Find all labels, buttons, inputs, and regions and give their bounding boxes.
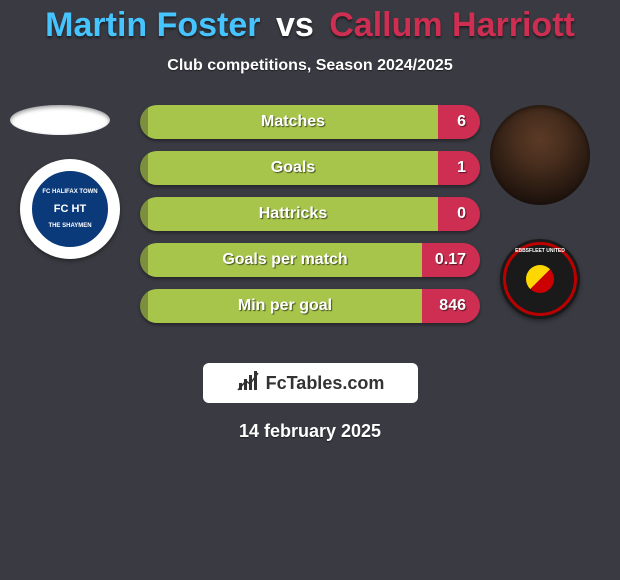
player1-name: Martin Foster xyxy=(45,6,260,44)
stat-bar: Goals1 xyxy=(140,151,480,185)
stat-bar: Matches6 xyxy=(140,105,480,139)
stat-right-value: 0.17 xyxy=(422,243,480,277)
stat-label: Matches xyxy=(148,105,438,139)
player2-avatar xyxy=(490,105,590,205)
subtitle: Club competitions, Season 2024/2025 xyxy=(0,57,620,75)
snapshot-date: 14 february 2025 xyxy=(0,421,620,442)
stat-bar: Hattricks0 xyxy=(140,197,480,231)
stat-bars: Matches6Goals1Hattricks0Goals per match0… xyxy=(140,105,480,335)
ebbsfleet-badge-text: EBBSFLEET UNITED xyxy=(506,248,574,254)
stat-right-value: 0 xyxy=(438,197,480,231)
player1-avatar xyxy=(10,105,110,135)
halifax-badge-inner: FC HALIFAX TOWN FC HT THE SHAYMEN xyxy=(28,167,112,251)
stat-left-value xyxy=(140,243,148,277)
ebbsfleet-badge-ball xyxy=(526,265,554,293)
stat-left-value xyxy=(140,289,148,323)
vs-text: vs xyxy=(276,6,314,44)
brand-bar: FcTables.com xyxy=(203,363,418,403)
player2-club-badge: EBBSFLEET UNITED xyxy=(500,239,580,319)
ebbsfleet-badge-ring: EBBSFLEET UNITED xyxy=(503,242,577,316)
stat-right-value: 6 xyxy=(438,105,480,139)
comparison-panel: FC HALIFAX TOWN FC HT THE SHAYMEN EBBSFL… xyxy=(0,105,620,345)
page-title: Martin Foster vs Callum Harriott xyxy=(0,0,620,45)
stat-label: Goals xyxy=(148,151,438,185)
player2-name: Callum Harriott xyxy=(329,6,575,44)
player1-club-badge: FC HALIFAX TOWN FC HT THE SHAYMEN xyxy=(20,159,120,259)
stat-left-value xyxy=(140,197,148,231)
stat-label: Goals per match xyxy=(148,243,422,277)
stat-left-value xyxy=(140,151,148,185)
stat-bar: Goals per match0.17 xyxy=(140,243,480,277)
brand-text: FcTables.com xyxy=(266,373,385,394)
stat-right-value: 846 xyxy=(422,289,480,323)
stat-label: Hattricks xyxy=(148,197,438,231)
stat-left-value xyxy=(140,105,148,139)
stat-bar: Min per goal846 xyxy=(140,289,480,323)
stat-label: Min per goal xyxy=(148,289,422,323)
chart-icon xyxy=(236,369,260,398)
halifax-badge-text: FC HALIFAX TOWN FC HT THE SHAYMEN xyxy=(42,189,97,229)
stat-right-value: 1 xyxy=(438,151,480,185)
